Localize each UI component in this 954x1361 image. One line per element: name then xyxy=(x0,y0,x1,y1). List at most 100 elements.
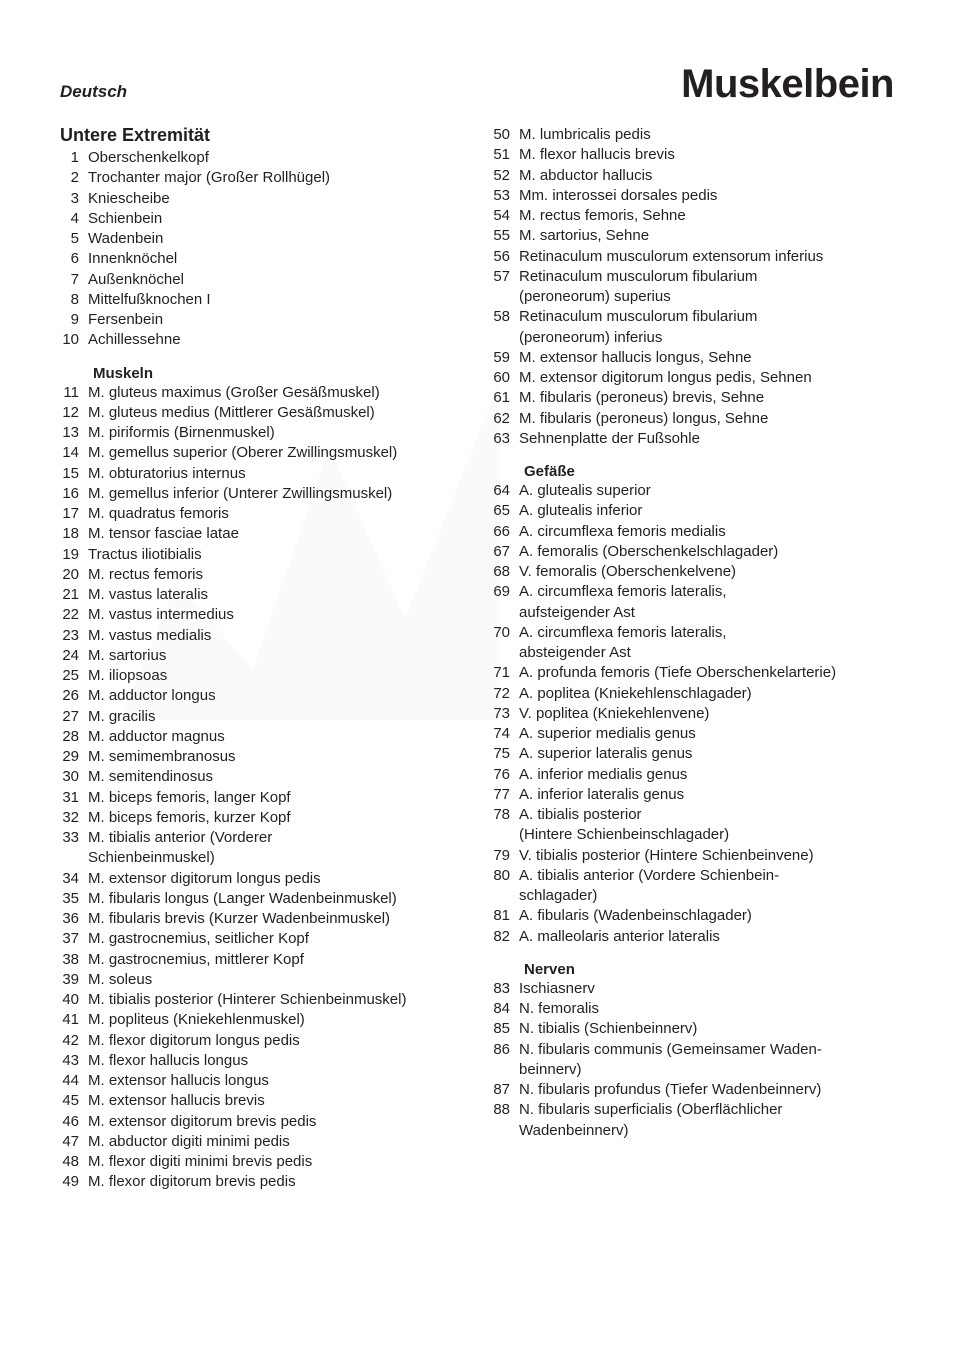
item-number: 15 xyxy=(60,464,88,484)
item-text: V. poplitea (Kniekehlenvene) xyxy=(519,704,894,724)
item-text: M. extensor hallucis longus xyxy=(88,1071,463,1091)
item-text: A. superior lateralis genus xyxy=(519,744,894,764)
list-item: 6Innenknöchel xyxy=(60,249,463,269)
item-text: M. tensor fasciae latae xyxy=(88,524,463,544)
item-text: M. flexor digitorum longus pedis xyxy=(88,1031,463,1051)
list-item: 29M. semimembranosus xyxy=(60,747,463,767)
subhead-nerven: Nerven xyxy=(491,961,894,978)
item-number: 36 xyxy=(60,909,88,929)
item-text: Achillessehne xyxy=(88,330,463,350)
item-number: 55 xyxy=(491,226,519,246)
item-text: Kniescheibe xyxy=(88,189,463,209)
list-item-cont: beinnerv) xyxy=(491,1060,894,1080)
item-text: A. superior medialis genus xyxy=(519,724,894,744)
item-text: A. tibialis anterior (Vordere Schienbein… xyxy=(519,866,894,886)
list-item: 73V. poplitea (Kniekehlenvene) xyxy=(491,704,894,724)
list-item: 10Achillessehne xyxy=(60,330,463,350)
item-number: 25 xyxy=(60,666,88,686)
item-number: 71 xyxy=(491,663,519,683)
list-item: 15M. obturatorius internus xyxy=(60,464,463,484)
item-text: aufsteigender Ast xyxy=(519,603,894,623)
item-number: 60 xyxy=(491,368,519,388)
item-text: M. flexor hallucis brevis xyxy=(519,145,894,165)
item-number: 8 xyxy=(60,290,88,310)
subhead-muskeln: Muskeln xyxy=(60,365,463,382)
list-item: 30M. semitendinosus xyxy=(60,767,463,787)
item-text: M. flexor digitorum brevis pedis xyxy=(88,1172,463,1192)
item-text: M. extensor digitorum longus pedis, Sehn… xyxy=(519,368,894,388)
list-item: 84N. femoralis xyxy=(491,999,894,1019)
item-number: 75 xyxy=(491,744,519,764)
list-item: 18M. tensor fasciae latae xyxy=(60,524,463,544)
list-item: 63Sehnenplatte der Fußsohle xyxy=(491,429,894,449)
list-item: 32M. biceps femoris, kurzer Kopf xyxy=(60,808,463,828)
list-item: 8Mittelfußknochen I xyxy=(60,290,463,310)
item-number: 53 xyxy=(491,186,519,206)
item-text: A. inferior lateralis genus xyxy=(519,785,894,805)
list-item: 1Oberschenkelkopf xyxy=(60,148,463,168)
list-item: 70A. circumflexa femoris lateralis, xyxy=(491,623,894,643)
item-number: 14 xyxy=(60,443,88,463)
list-item: 36M. fibularis brevis (Kurzer Wadenbeinm… xyxy=(60,909,463,929)
item-text: M. popliteus (Kniekehlenmuskel) xyxy=(88,1010,463,1030)
item-text: M. flexor digiti minimi brevis pedis xyxy=(88,1152,463,1172)
item-number: 2 xyxy=(60,168,88,188)
list-item: 21M. vastus lateralis xyxy=(60,585,463,605)
item-number: 67 xyxy=(491,542,519,562)
item-text: A. circumflexa femoris medialis xyxy=(519,522,894,542)
item-number: 26 xyxy=(60,686,88,706)
page-header: Deutsch Muskelbein xyxy=(60,62,894,107)
item-text: M. sartorius xyxy=(88,646,463,666)
item-text: Retinaculum musculorum fibularium xyxy=(519,307,894,327)
item-text: Trochanter major (Großer Rollhügel) xyxy=(88,168,463,188)
item-text: Ischiasnerv xyxy=(519,979,894,999)
list-item: 27M. gracilis xyxy=(60,707,463,727)
list-item: 45M. extensor hallucis brevis xyxy=(60,1091,463,1111)
list-item: 42M. flexor digitorum longus pedis xyxy=(60,1031,463,1051)
list-item: 53Mm. interossei dorsales pedis xyxy=(491,186,894,206)
item-text: V. tibialis posterior (Hintere Schienbei… xyxy=(519,846,894,866)
item-number: 73 xyxy=(491,704,519,724)
list-item: 75A. superior lateralis genus xyxy=(491,744,894,764)
item-number: 4 xyxy=(60,209,88,229)
list-item: 76A. inferior medialis genus xyxy=(491,765,894,785)
list-item: 2Trochanter major (Großer Rollhügel) xyxy=(60,168,463,188)
item-number: 29 xyxy=(60,747,88,767)
list-item: 74A. superior medialis genus xyxy=(491,724,894,744)
list-item: 61M. fibularis (peroneus) brevis, Sehne xyxy=(491,388,894,408)
list-item: 49M. flexor digitorum brevis pedis xyxy=(60,1172,463,1192)
item-number: 70 xyxy=(491,623,519,643)
list-item: 31M. biceps femoris, langer Kopf xyxy=(60,788,463,808)
list-item: 33M. tibialis anterior (Vorderer xyxy=(60,828,463,848)
item-text: Mittelfußknochen I xyxy=(88,290,463,310)
item-number: 59 xyxy=(491,348,519,368)
item-number: 81 xyxy=(491,906,519,926)
item-number: 40 xyxy=(60,990,88,1010)
list-item: 4Schienbein xyxy=(60,209,463,229)
item-text: Tractus iliotibialis xyxy=(88,545,463,565)
item-number: 49 xyxy=(60,1172,88,1192)
list-item: 37M. gastrocnemius, seitlicher Kopf xyxy=(60,929,463,949)
list-item: 28M. adductor magnus xyxy=(60,727,463,747)
list-item: 72A. poplitea (Kniekehlenschlagader) xyxy=(491,684,894,704)
list-item: 43M. flexor hallucis longus xyxy=(60,1051,463,1071)
item-number: 61 xyxy=(491,388,519,408)
list-item: 67A. femoralis (Oberschenkelschlagader) xyxy=(491,542,894,562)
list-item: 52M. abductor hallucis xyxy=(491,166,894,186)
list-item: 3Kniescheibe xyxy=(60,189,463,209)
item-number: 17 xyxy=(60,504,88,524)
item-text: M. rectus femoris, Sehne xyxy=(519,206,894,226)
item-text: M. tibialis posterior (Hinterer Schienbe… xyxy=(88,990,463,1010)
list-item: 25M. iliopsoas xyxy=(60,666,463,686)
item-number: 28 xyxy=(60,727,88,747)
item-text: M. fibularis (peroneus) brevis, Sehne xyxy=(519,388,894,408)
item-number: 56 xyxy=(491,247,519,267)
item-number: 50 xyxy=(491,125,519,145)
list-item: 35M. fibularis longus (Langer Wadenbeinm… xyxy=(60,889,463,909)
list-item-cont: absteigender Ast xyxy=(491,643,894,663)
item-text: absteigender Ast xyxy=(519,643,894,663)
item-text: M. iliopsoas xyxy=(88,666,463,686)
item-number: 76 xyxy=(491,765,519,785)
list-item: 5Wadenbein xyxy=(60,229,463,249)
item-text: A. glutealis superior xyxy=(519,481,894,501)
